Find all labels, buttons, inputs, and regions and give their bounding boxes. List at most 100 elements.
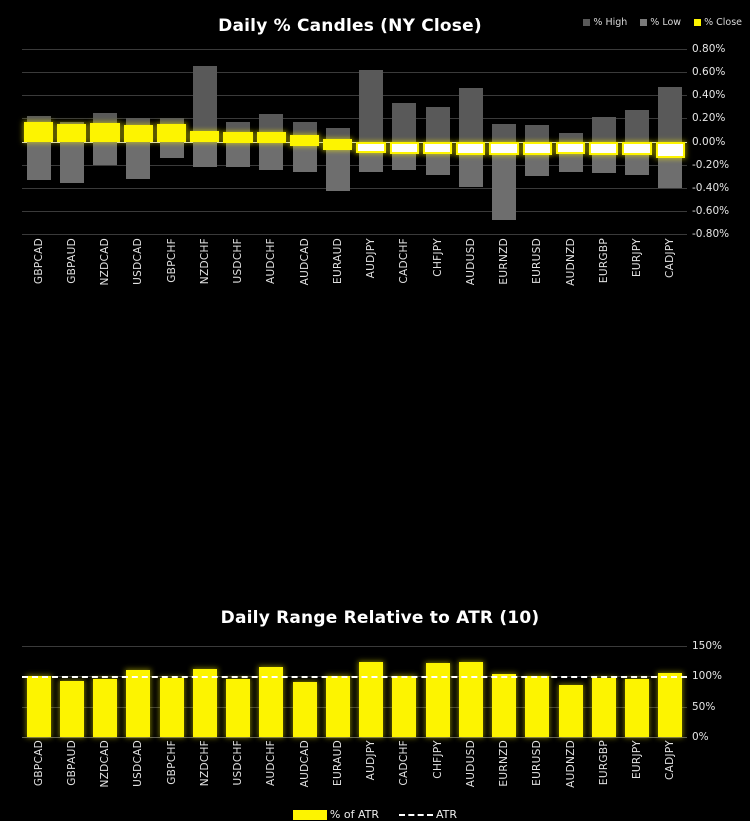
- candle-low-wick: [625, 155, 650, 176]
- candle-cadchf[interactable]: [388, 49, 421, 234]
- candle-usdcad[interactable]: [122, 49, 155, 234]
- candle-close-body: [522, 141, 552, 156]
- candle-nzdcad[interactable]: [89, 49, 122, 234]
- legend-label-close: % Close: [704, 17, 742, 28]
- atr-bar-gbpcad[interactable]: [26, 676, 51, 737]
- atr-bar-cadchf[interactable]: [392, 675, 417, 737]
- candle-gbpchf[interactable]: [155, 49, 188, 234]
- legend-item-atr-line[interactable]: ATR: [399, 808, 457, 821]
- atr-bar-nzdchf[interactable]: [192, 668, 217, 737]
- atr-bar-audjpy[interactable]: [359, 661, 384, 737]
- atr-bar-audnzd[interactable]: [558, 684, 583, 737]
- candle-low-wick: [192, 141, 217, 167]
- candles-series: [22, 49, 687, 234]
- atr-series: [22, 640, 687, 737]
- candle-low-wick: [292, 141, 317, 172]
- atr-legend: % of ATR ATR: [0, 808, 750, 821]
- candles-x-tick-label: GBPAUD: [65, 238, 78, 284]
- candles-gridline: [22, 49, 687, 50]
- atr-bar-nzdcad[interactable]: [93, 679, 118, 737]
- atr-bar-cadjpy[interactable]: [658, 673, 683, 737]
- atr-x-tick-label: GBPCHF: [165, 740, 178, 785]
- candle-close-body: [223, 132, 253, 144]
- atr-x-tick-label: AUDCAD: [298, 740, 311, 788]
- candle-eurnzd[interactable]: [488, 49, 521, 234]
- candle-audusd[interactable]: [454, 49, 487, 234]
- candle-close-body: [389, 141, 419, 155]
- candle-audcad[interactable]: [288, 49, 321, 234]
- candle-cadjpy[interactable]: [654, 49, 687, 234]
- atr-x-tick-label: AUDUSD: [464, 740, 477, 788]
- legend-item-low[interactable]: % Low: [640, 17, 681, 28]
- candle-high-wick: [259, 113, 284, 133]
- candle-audjpy[interactable]: [355, 49, 388, 234]
- candle-usdchf[interactable]: [222, 49, 255, 234]
- candle-low-wick: [591, 155, 616, 173]
- candle-eurusd[interactable]: [521, 49, 554, 234]
- candle-close-body: [456, 141, 486, 156]
- candle-low-wick: [93, 141, 118, 165]
- atr-bar-audusd[interactable]: [458, 662, 483, 737]
- candle-high-wick: [192, 66, 217, 132]
- candle-close-body: [23, 121, 54, 142]
- atr-y-tick-label: 0%: [692, 731, 709, 743]
- candles-x-tick-label: GBPCAD: [32, 238, 45, 285]
- candle-gbpaud[interactable]: [55, 49, 88, 234]
- candle-eurjpy[interactable]: [621, 49, 654, 234]
- atr-bar-eurjpy[interactable]: [625, 679, 650, 737]
- candle-chfjpy[interactable]: [421, 49, 454, 234]
- candle-audnzd[interactable]: [554, 49, 587, 234]
- candles-y-tick-label: 0.60%: [692, 66, 726, 79]
- candle-close-body: [489, 141, 519, 156]
- atr-y-tick-label: 50%: [692, 700, 716, 713]
- daily-percent-candles-panel: Daily % Candles (NY Close) % High % Low …: [0, 0, 750, 300]
- candle-low-wick: [492, 155, 517, 221]
- atr-bar-euraud[interactable]: [325, 676, 350, 737]
- atr-x-tick-label: NZDCAD: [99, 740, 112, 788]
- legend-item-pct-of-atr[interactable]: % of ATR: [292, 808, 379, 821]
- atr-bar-gbpaud[interactable]: [59, 681, 84, 737]
- candle-close-body: [256, 132, 286, 144]
- atr-bar-eurusd[interactable]: [525, 675, 550, 737]
- candle-low-wick: [458, 155, 483, 187]
- candles-y-tick-label: 0.20%: [692, 112, 726, 125]
- legend-item-high[interactable]: % High: [583, 17, 627, 28]
- atr-x-tick-label: EURUSD: [531, 740, 544, 786]
- candles-x-tick-label: AUDCAD: [298, 238, 311, 286]
- atr-x-tick-label: USDCHF: [232, 740, 245, 786]
- candle-close-body: [123, 125, 153, 142]
- candle-euraud[interactable]: [321, 49, 354, 234]
- candle-low-wick: [159, 141, 184, 158]
- atr-bar-usdchf[interactable]: [226, 678, 251, 737]
- atr-bar-eurnzd[interactable]: [492, 673, 517, 737]
- atr-bar-eurgbp[interactable]: [591, 677, 616, 737]
- candle-low-wick: [658, 157, 683, 188]
- atr-x-tick-label: CADCHF: [398, 740, 411, 786]
- candle-close-body: [323, 139, 353, 151]
- candle-eurgbp[interactable]: [587, 49, 620, 234]
- candle-close-body: [90, 123, 120, 142]
- candles-y-tick-label: -0.20%: [692, 158, 730, 171]
- legend-label-high: % High: [593, 17, 628, 28]
- atr-bar-usdcad[interactable]: [126, 670, 151, 737]
- candles-gridline: [22, 95, 687, 97]
- atr-x-tick-label: EURNZD: [498, 740, 511, 787]
- legend-swatch-close-icon: [694, 19, 702, 26]
- atr-bar-chfjpy[interactable]: [425, 663, 450, 737]
- legend-item-close[interactable]: % Close: [694, 17, 742, 28]
- candle-high-wick: [392, 103, 417, 142]
- candle-nzdchf[interactable]: [188, 49, 221, 234]
- atr-x-tick-label: GBPAUD: [65, 740, 78, 786]
- candles-x-tick-label: GBPCHF: [165, 238, 178, 283]
- candles-zero-line: [22, 141, 687, 143]
- legend-swatch-high-icon: [583, 19, 591, 26]
- candle-low-wick: [226, 141, 251, 167]
- candles-x-tick-label: NZDCAD: [99, 238, 112, 286]
- candle-gbpcad[interactable]: [22, 49, 55, 234]
- candles-y-tick-label: -0.40%: [692, 181, 730, 194]
- atr-bar-gbpchf[interactable]: [159, 678, 184, 737]
- atr-bar-audcad[interactable]: [292, 682, 317, 737]
- candle-close-body: [422, 141, 453, 155]
- candle-audchf[interactable]: [255, 49, 288, 234]
- candle-high-wick: [126, 118, 151, 126]
